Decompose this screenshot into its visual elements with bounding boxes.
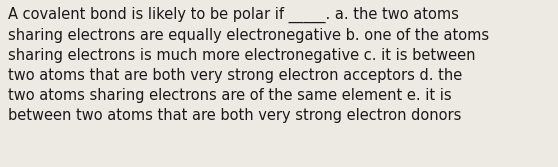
Text: A covalent bond is likely to be polar if _____. a. the two atoms
sharing electro: A covalent bond is likely to be polar if… — [8, 7, 489, 123]
